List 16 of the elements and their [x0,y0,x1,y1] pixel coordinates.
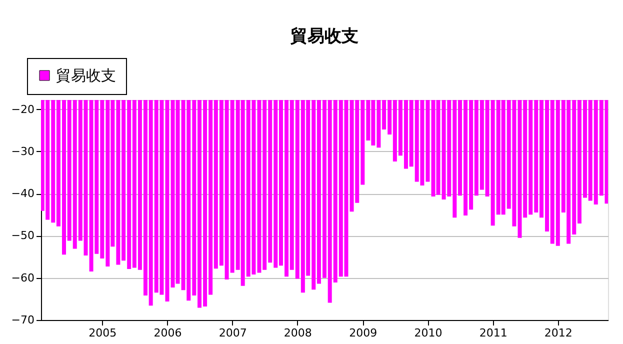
x-tick-label: 2006 [154,326,182,340]
y-tick-label: −30 [11,144,34,158]
x-tick-label: 2009 [349,326,378,340]
x-tick-label: 2008 [284,326,312,340]
y-tick-label: −60 [11,271,34,284]
y-tick-label: −70 [11,314,34,326]
x-tick-label: 2012 [544,326,572,340]
y-tick-label: −20 [11,102,34,116]
x-tick-label: 2005 [88,326,117,340]
x-tick-label: 2010 [414,326,442,340]
chart-title: 貿易收支 [290,26,358,46]
legend-label: 貿易收支 [56,66,116,84]
x-tick-label: 2007 [218,326,247,340]
x-tick-label: 2011 [479,326,508,340]
y-tick-label: −40 [11,187,34,200]
y-tick-label: −50 [11,229,34,242]
